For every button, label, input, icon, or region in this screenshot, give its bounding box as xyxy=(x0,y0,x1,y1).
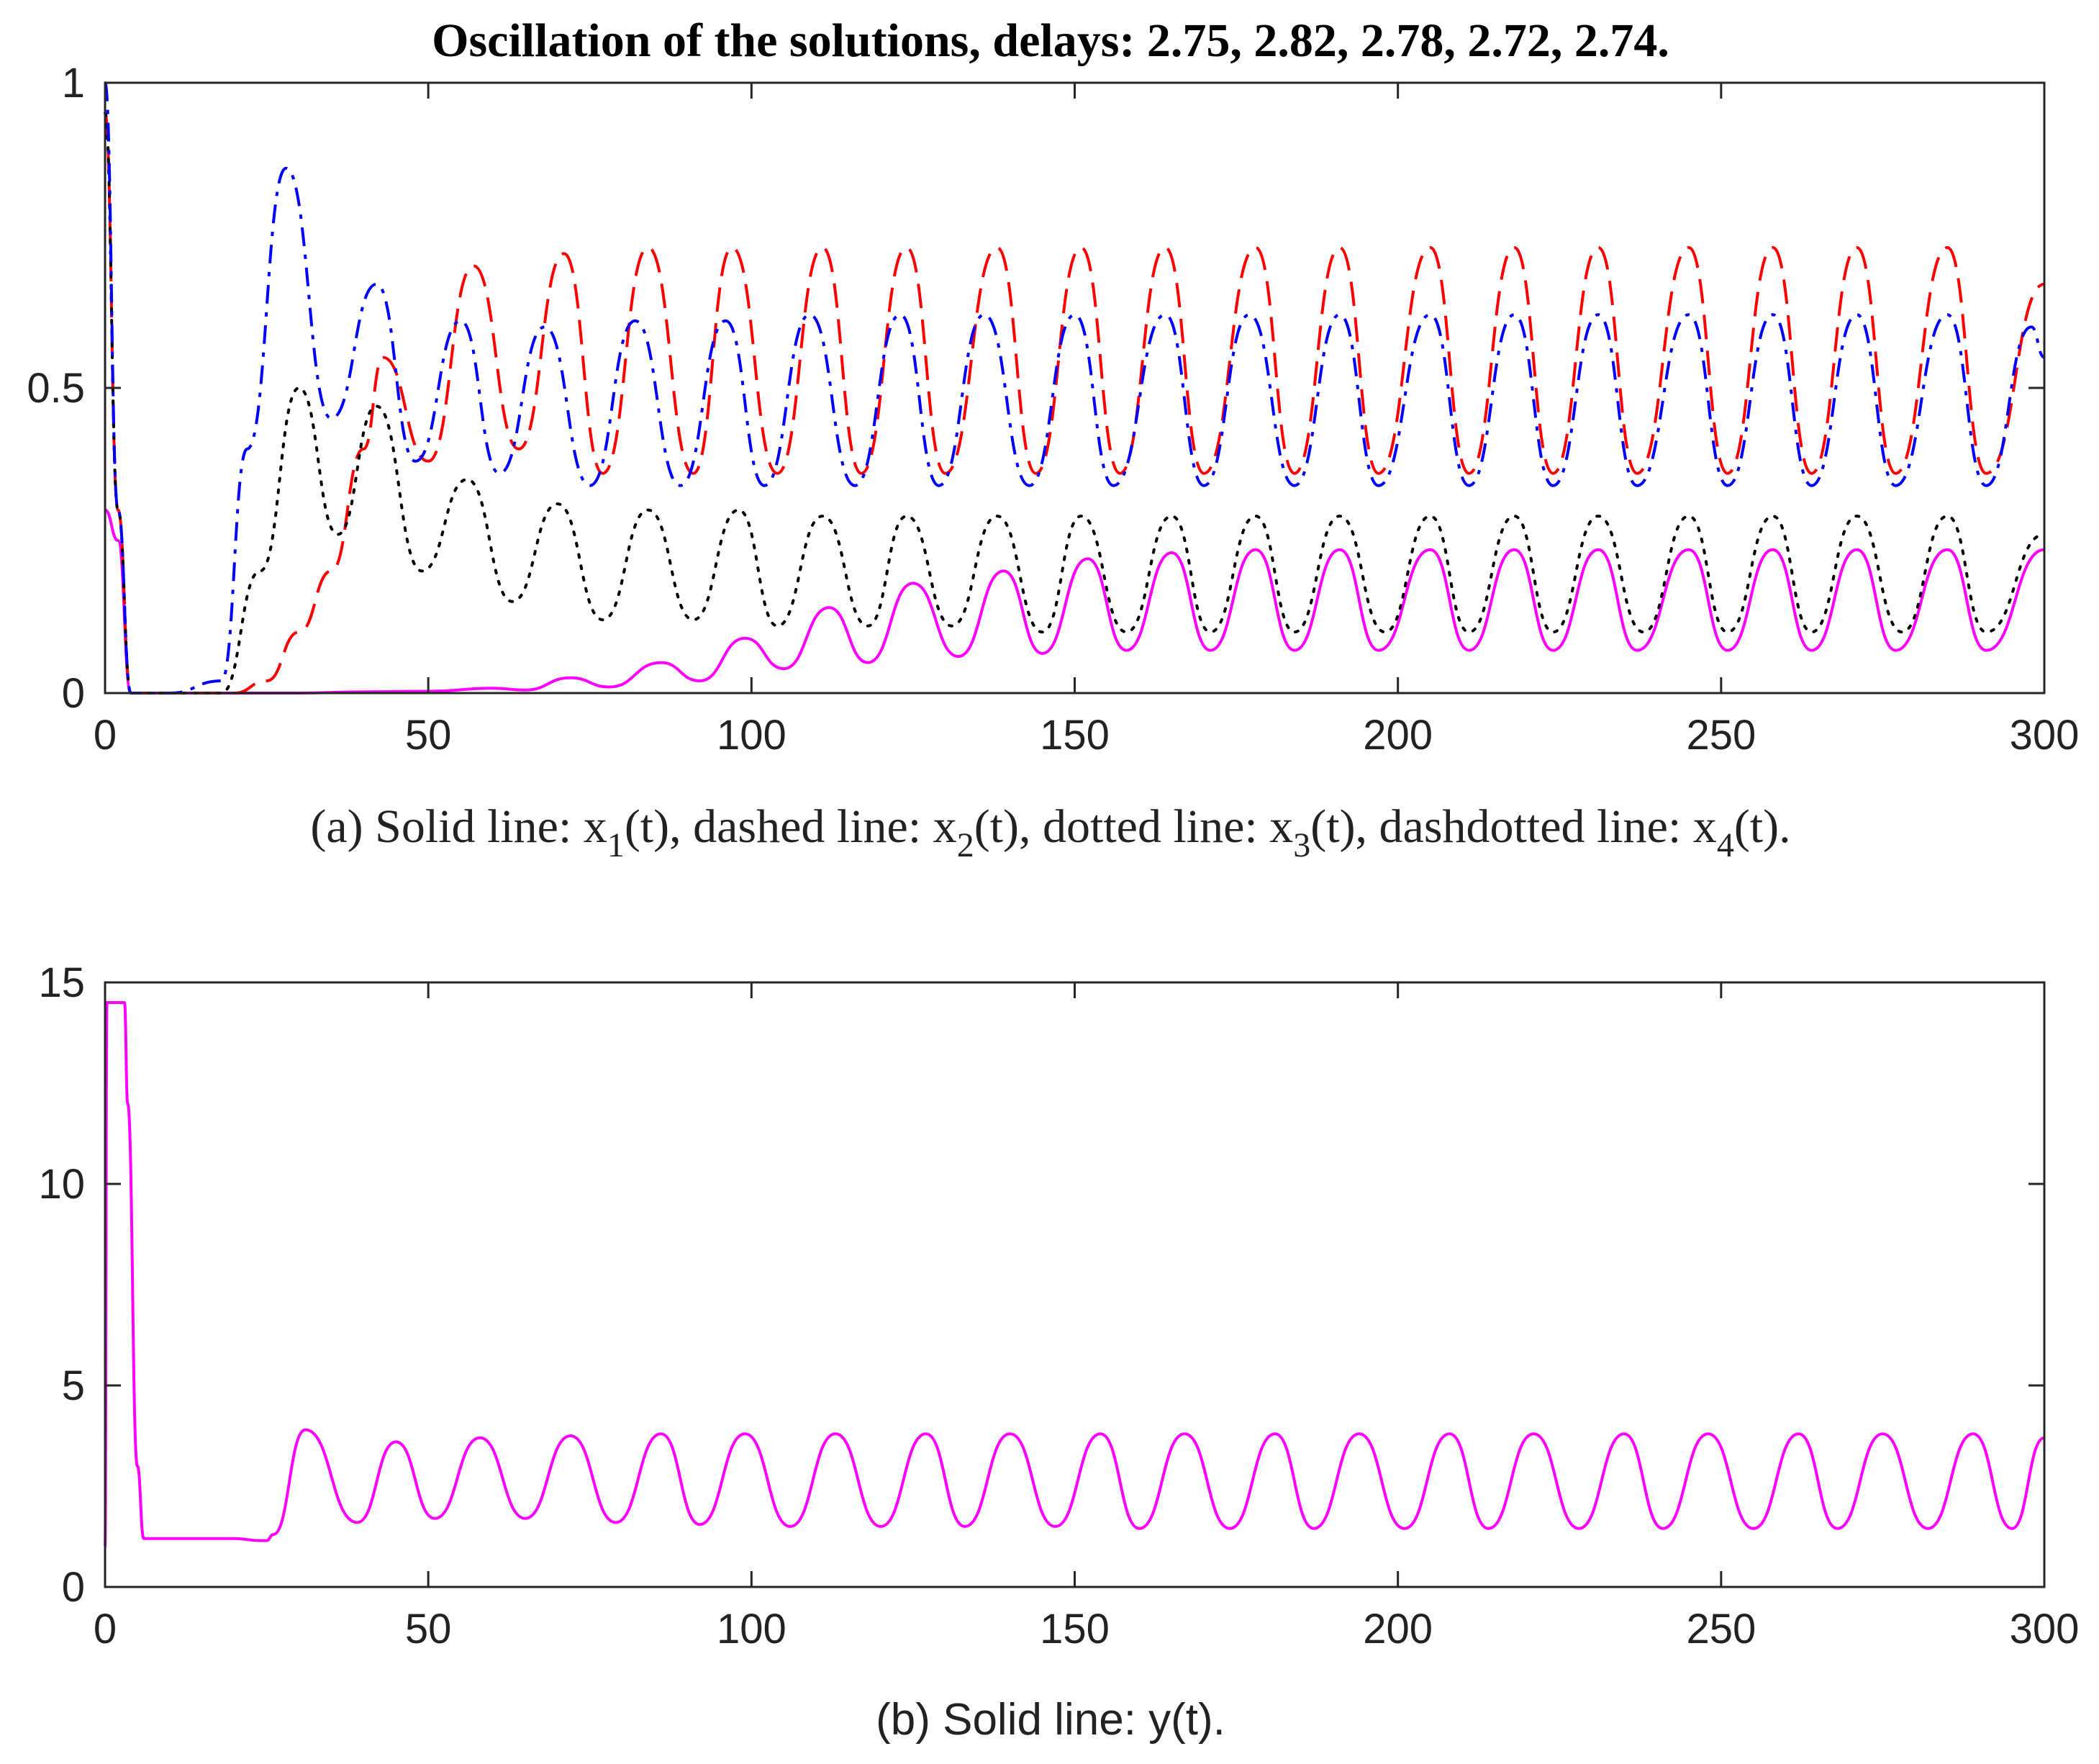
chart-title: Oscillation of the solutions, delays: 2.… xyxy=(432,14,1669,67)
panel-a-ticks: 0 50 100 150 200 250 300 0 0.5 1 xyxy=(27,60,2079,759)
panel-a-xtick-label-100: 100 xyxy=(717,712,786,759)
panel-b-xtick-label-200: 200 xyxy=(1363,1606,1433,1652)
panel-a-xtick-label-50: 50 xyxy=(405,712,452,759)
caption-a-text-2: (t), dotted line: x xyxy=(974,800,1294,853)
panel-b-ytick-label-15: 15 xyxy=(38,959,85,1006)
panel-a-xtick-label-0: 0 xyxy=(94,712,117,759)
panel-b-ytick-label-5: 5 xyxy=(62,1362,85,1409)
panel-a-series-x2t xyxy=(104,112,2045,695)
panel-b-ticks: 0 50 100 150 200 250 300 0 5 10 15 xyxy=(38,959,2079,1652)
caption-a-text-4: (t). xyxy=(1734,800,1791,853)
panel-b-xtick-label-300: 300 xyxy=(2010,1606,2080,1652)
panel-b-xtick-label-250: 250 xyxy=(1686,1606,1756,1652)
panel-a-series-x1t xyxy=(104,508,2045,695)
panel-a: 0 50 100 150 200 250 300 0 0.5 1 (a) Solid line: … xyxy=(27,60,2079,864)
panel-a-xtick-label-300: 300 xyxy=(2010,712,2080,759)
panel-a-series-x3t xyxy=(104,112,2046,695)
caption-a-sub-2: 2 xyxy=(957,826,974,864)
panel-b-xtick-label-50: 50 xyxy=(405,1606,452,1652)
caption-a-text-3: (t), dashdotted line: x xyxy=(1310,800,1717,853)
panel-a-xtick-label-150: 150 xyxy=(1040,712,1110,759)
panel-b-series-group xyxy=(104,1001,2045,1548)
caption-a-prefix: (a) Solid line: x xyxy=(310,800,607,853)
panel-a-xtick-label-200: 200 xyxy=(1363,712,1433,759)
panel-a-ytick-label-1: 1 xyxy=(62,60,85,107)
panel-b-caption: (b) Solid line: y(t). xyxy=(876,1695,1225,1745)
panel-b: 0 50 100 150 200 250 300 0 5 10 15 (b) Solid line:… xyxy=(38,959,2079,1745)
panel-a-ytick-label-0.5: 0.5 xyxy=(27,365,85,412)
panel-b-ytick-label-0: 0 xyxy=(62,1564,85,1611)
panel-b-plot-area xyxy=(105,982,2044,1587)
panel-b-ytick-label-10: 10 xyxy=(38,1161,85,1208)
caption-a-sub-3: 3 xyxy=(1293,826,1310,864)
caption-a-sub-1: 1 xyxy=(607,826,625,864)
panel-a-caption: (a) Solid line: x1(t), dashed line: x2(t… xyxy=(310,800,1790,864)
panel-b-series-yt xyxy=(104,1001,2045,1548)
panel-b-xtick-label-150: 150 xyxy=(1040,1606,1110,1652)
caption-a-text-1: (t), dashed line: x xyxy=(625,800,957,853)
panel-b-xtick-label-100: 100 xyxy=(717,1606,786,1652)
panel-a-plot-area xyxy=(105,83,2044,693)
panel-a-series-group xyxy=(104,81,2046,695)
panel-a-xtick-label-250: 250 xyxy=(1686,712,1756,759)
panel-b-xtick-label-0: 0 xyxy=(94,1606,117,1652)
panel-a-ytick-label-0: 0 xyxy=(62,670,85,717)
caption-a-sub-4: 4 xyxy=(1717,826,1734,864)
